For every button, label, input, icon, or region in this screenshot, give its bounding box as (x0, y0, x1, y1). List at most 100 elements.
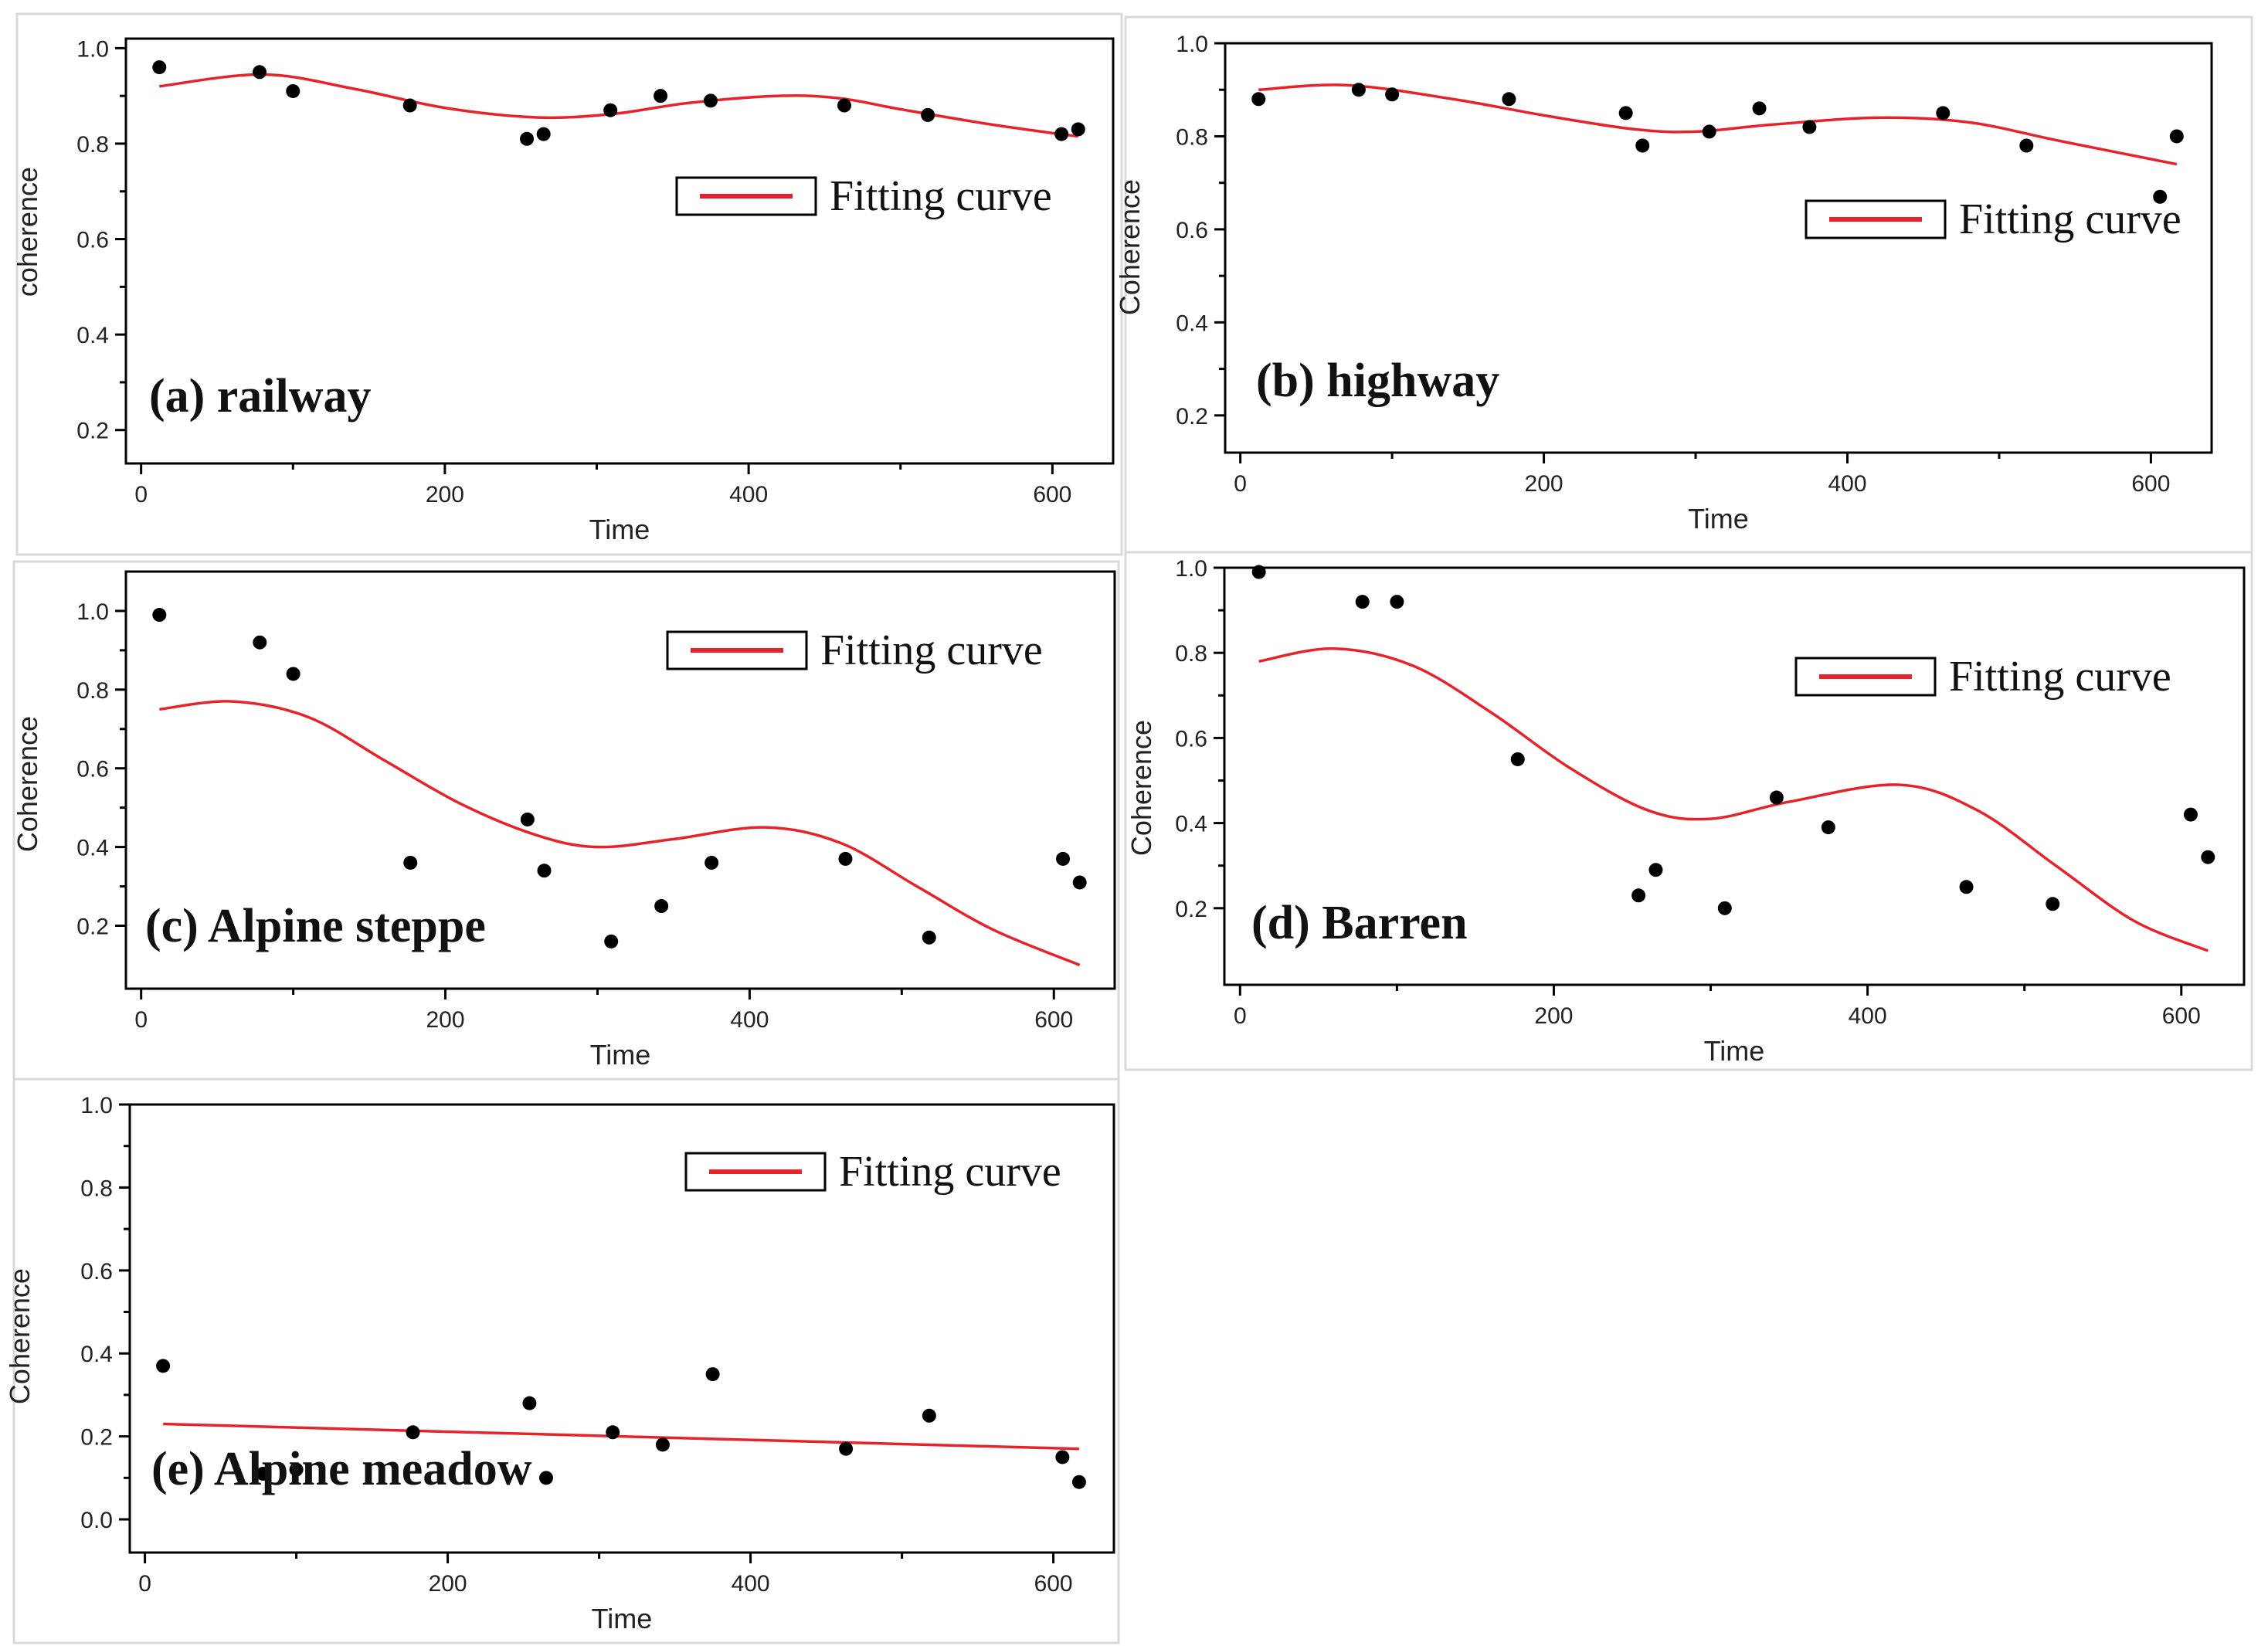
panel-label: (b) highway (1256, 355, 1499, 407)
panel-d: 0 200 400 600 0.2 0.4 0.6 0.8 1.0 Time Coherence Fi… (1124, 551, 2253, 1071)
x-tick-label: 0 (134, 1007, 148, 1033)
plot-area (1224, 42, 2213, 454)
data-point (654, 89, 668, 104)
panel-b: 0 200 400 600 0.2 0.4 0.6 0.8 1.0 Time Coherence Fi… (1114, 15, 2253, 555)
x-tick-label: 400 (729, 482, 768, 507)
y-tick-label: 0.6 (1175, 726, 1207, 752)
y-tick-label: 0.6 (76, 757, 109, 782)
data-point (1054, 127, 1069, 141)
y-tick-label: 0.4 (1175, 812, 1207, 837)
x-tick-label: 400 (732, 1571, 770, 1597)
plot-area (124, 37, 1115, 465)
y-tick-label: 0.8 (80, 1176, 113, 1201)
data-point (1752, 101, 1767, 116)
data-point (2169, 129, 2184, 144)
data-point (522, 1396, 537, 1410)
x-tick-label: 0 (134, 482, 148, 507)
y-tick-label: 0.4 (80, 1342, 113, 1367)
data-point (2153, 189, 2168, 204)
data-point (1702, 124, 1716, 139)
y-tick-label: 1.0 (1175, 556, 1207, 582)
data-point (1351, 83, 1366, 97)
data-point (838, 851, 853, 866)
x-tick-label: 400 (1849, 1003, 1887, 1029)
y-tick-label: 0.8 (1176, 124, 1208, 150)
data-point (603, 103, 618, 117)
y-tick-label: 0.6 (76, 228, 109, 253)
x-tick-label: 600 (2131, 471, 2170, 497)
data-point (1502, 92, 1516, 107)
panel-c: 0 200 400 600 0.2 0.4 0.6 0.8 1.0 Time Coherence Fi… (12, 560, 1120, 1087)
y-axis-title: Coherence (4, 1268, 36, 1404)
y-tick-label: 0.4 (76, 836, 109, 861)
plot-area (1223, 566, 2246, 986)
panel-label: (a) railway (149, 370, 372, 423)
y-tick-label: 0.2 (1175, 897, 1207, 922)
x-tick-label: 600 (2162, 1003, 2201, 1029)
fitting-curve (1258, 83, 2178, 166)
x-tick-label: 0 (1234, 1003, 1247, 1029)
data-point (2201, 850, 2215, 864)
data-point (1618, 106, 1633, 120)
y-tick-label: 0.6 (1176, 218, 1208, 243)
y-tick-label: 0.4 (1176, 311, 1208, 336)
data-point (289, 1462, 304, 1477)
data-point (152, 608, 167, 623)
data-point (1055, 1450, 1070, 1464)
data-point (705, 855, 719, 870)
data-point (520, 131, 535, 146)
data-point (2046, 897, 2060, 911)
y-tick-label: 0.0 (80, 1508, 113, 1533)
x-axis-title: Time (1688, 503, 1749, 535)
panel-a: 0 200 400 600 0.2 0.4 0.6 0.8 1.0 Time coherence Fi… (12, 12, 1123, 556)
y-tick-label: 0.6 (80, 1259, 113, 1285)
data-point (536, 127, 551, 141)
data-point (1071, 122, 1085, 137)
data-point (1936, 106, 1951, 120)
y-tick-label: 0.8 (1175, 641, 1207, 667)
y-axis-title: Coherence (1126, 720, 1157, 856)
data-point (1071, 1475, 1086, 1489)
y-tick-label: 1.0 (1176, 32, 1208, 57)
panel-label: (d) Barren (1251, 897, 1468, 949)
data-point (1251, 92, 1266, 107)
data-point (152, 60, 167, 75)
data-point (406, 1425, 420, 1440)
y-axis-title: coherence (12, 167, 43, 297)
data-point (922, 930, 936, 945)
data-point (253, 65, 267, 80)
y-tick-label: 1.0 (76, 36, 109, 62)
data-point (655, 1437, 670, 1452)
data-point (2183, 807, 2198, 822)
data-point (402, 98, 417, 113)
data-point (1510, 752, 1525, 766)
x-tick-label: 200 (429, 1571, 467, 1597)
x-axis-title: Time (592, 1603, 653, 1634)
data-point (922, 1408, 936, 1423)
data-point (839, 1441, 854, 1456)
y-tick-label: 0.2 (76, 914, 109, 939)
data-point (1802, 120, 1817, 134)
data-point (654, 899, 669, 914)
y-tick-label: 1.0 (80, 1093, 113, 1118)
x-tick-label: 400 (730, 1007, 769, 1033)
fitting-curve (163, 1422, 1079, 1451)
fitting-curve (1258, 647, 2209, 952)
data-point (253, 635, 267, 650)
x-tick-label: 0 (138, 1571, 151, 1597)
data-point (256, 1466, 270, 1481)
data-point (403, 855, 418, 870)
panel-label: (e) Alpine meadow (151, 1443, 532, 1495)
x-tick-label: 200 (1525, 471, 1563, 497)
legend-label: Fitting curve (839, 1148, 1061, 1196)
data-point (286, 667, 300, 681)
x-tick-label: 600 (1034, 1007, 1073, 1033)
data-point (1769, 790, 1784, 805)
legend-label: Fitting curve (820, 626, 1043, 674)
x-tick-label: 400 (1828, 471, 1866, 497)
panel-label: (c) Alpine steppe (145, 900, 486, 952)
data-point (1648, 863, 1663, 877)
data-point (921, 107, 935, 122)
y-tick-label: 1.0 (76, 599, 109, 625)
